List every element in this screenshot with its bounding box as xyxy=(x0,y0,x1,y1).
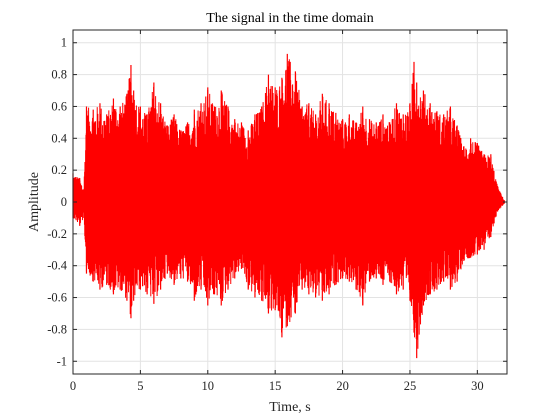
y-axis-label: Amplitude xyxy=(27,172,42,232)
series-layer xyxy=(72,53,505,359)
y-tick-label: -1 xyxy=(57,354,67,368)
signal-line xyxy=(72,59,505,349)
x-tick-label: 10 xyxy=(202,379,215,393)
x-axis-label: Time, s xyxy=(269,400,311,415)
x-tick-label: 25 xyxy=(404,379,417,393)
y-tick-label: -0.6 xyxy=(47,291,67,305)
y-tick-label: 0.4 xyxy=(51,131,67,145)
y-tick-label: -0.4 xyxy=(47,259,68,273)
y-tick-label: 0 xyxy=(61,195,67,209)
chart-title: The signal in the time domain xyxy=(206,11,374,26)
x-tick-label: 0 xyxy=(70,379,76,393)
y-tick-label: 1 xyxy=(61,36,67,50)
x-tick-label: 30 xyxy=(471,379,484,393)
y-tick-label: 0.6 xyxy=(51,99,67,113)
y-tick-label: -0.2 xyxy=(47,227,67,241)
y-tick-label: -0.8 xyxy=(47,322,67,336)
x-tick-label: 20 xyxy=(336,379,349,393)
y-tick-label: 0.2 xyxy=(51,163,67,177)
ticks: 0 5 10 15 20 25 30 1 0.8 0.6 0.4 0.2 0 -0.2 -0.4 -0.6 -0… xyxy=(47,30,507,393)
y-tick-label: 0.8 xyxy=(51,68,67,82)
x-tick-label: 15 xyxy=(269,379,282,393)
x-tick-label: 5 xyxy=(137,379,143,393)
